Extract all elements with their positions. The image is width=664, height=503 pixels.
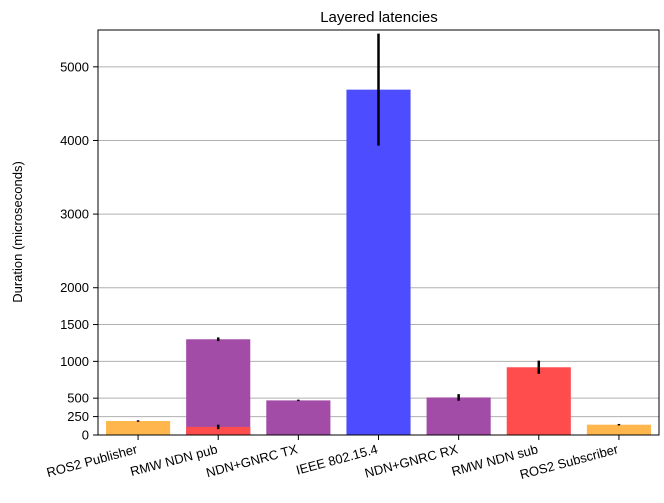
y-tick-label: 500 <box>67 391 89 406</box>
bar <box>586 424 651 435</box>
bars-group <box>106 89 651 436</box>
bar <box>506 367 571 435</box>
y-tick-label: 2000 <box>60 280 89 295</box>
chart-title: Layered latencies <box>320 9 438 26</box>
x-tick-label: RMW NDN pub <box>129 441 219 479</box>
y-axis-ticks: 0 250 500 1000 1500 2000 3000 4000 5000 <box>60 59 98 443</box>
bar <box>426 397 491 435</box>
bar <box>266 400 331 435</box>
y-tick-label: 0 <box>82 428 89 443</box>
x-tick-label: ROS2 Publisher <box>45 441 140 480</box>
y-tick-label: 4000 <box>60 133 89 148</box>
bar <box>186 339 251 435</box>
y-tick-label: 5000 <box>60 59 89 74</box>
bar <box>186 426 251 435</box>
x-tick-label: NDN+GNRC RX <box>363 441 460 480</box>
y-axis-label: Duration (microseconds) <box>10 161 25 303</box>
error-bars-group <box>136 33 621 430</box>
bar <box>106 421 171 435</box>
y-tick-label: 1500 <box>60 317 89 332</box>
x-tick-label: NDN+GNRC TX <box>204 441 299 480</box>
y-tick-label: 250 <box>67 409 89 424</box>
y-tick-label: 1000 <box>60 354 89 369</box>
y-tick-label: 3000 <box>60 207 89 222</box>
bar <box>346 89 411 436</box>
